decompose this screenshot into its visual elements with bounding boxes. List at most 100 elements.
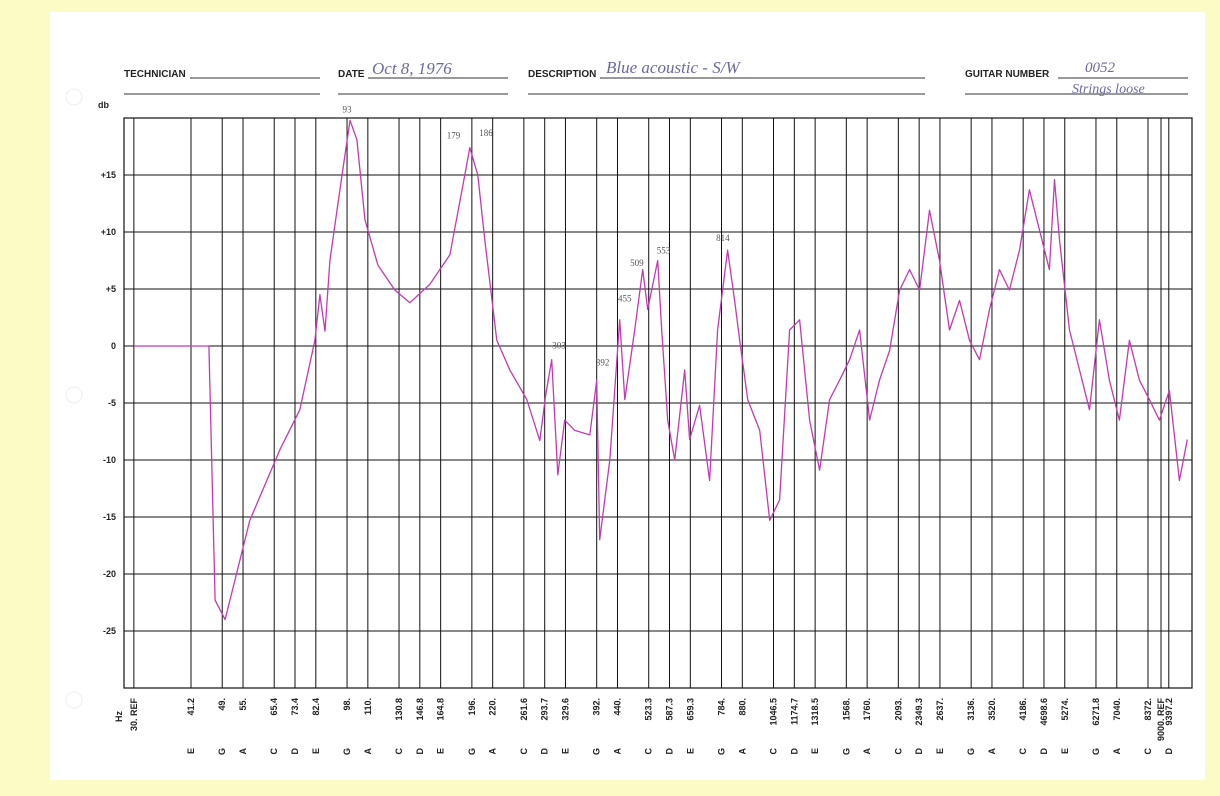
x-tick-label: 1174.7	[789, 698, 799, 725]
x-tick-label: 82.4	[311, 698, 321, 716]
x-note-label: D	[1164, 748, 1174, 755]
x-tick-label: 6271.8	[1091, 698, 1101, 726]
x-note-label: E	[1060, 748, 1070, 754]
paper	[50, 12, 1205, 780]
y-tick-label: 0	[111, 341, 116, 351]
x-note-label: E	[685, 748, 695, 754]
peak-annotation: 303	[552, 340, 566, 350]
peak-annotation: 186	[479, 128, 493, 138]
x-note-label: A	[238, 748, 248, 755]
x-note-label: G	[592, 748, 602, 755]
x-note-label: C	[769, 748, 779, 755]
x-tick-label: 392.	[592, 698, 602, 716]
x-note-label: D	[540, 748, 550, 755]
x-note-label: G	[217, 748, 227, 755]
peak-annotation: 93	[343, 104, 353, 114]
response-curve	[133, 119, 1188, 621]
x-tick-label: 261.6	[519, 698, 529, 721]
x-tick-label: 4698.6	[1039, 698, 1049, 726]
x-note-label: C	[1018, 748, 1028, 755]
punch-hole	[65, 386, 83, 404]
x-tick-label: 1760.	[862, 698, 872, 721]
x-tick-label: 523.3	[644, 698, 654, 721]
description-value: Blue acoustic - S/W	[606, 58, 741, 77]
peak-annotation: 455	[618, 294, 632, 304]
x-note-label: E	[436, 748, 446, 754]
punch-hole	[65, 691, 83, 709]
x-note-label: C	[893, 748, 903, 755]
x-tick-label: 164.8	[436, 698, 446, 721]
x-tick-label: 55.	[238, 698, 248, 711]
x-tick-label: 5274.	[1060, 698, 1070, 721]
x-tick-label: 8372.	[1143, 698, 1153, 721]
peak-annotation: 179	[447, 131, 461, 141]
peak-annotation: 509	[630, 258, 644, 268]
x-note-label: A	[737, 748, 747, 755]
x-note-label: G	[342, 748, 352, 755]
y-tick-label: +10	[101, 227, 116, 237]
y-tick-label: -15	[103, 512, 116, 522]
x-note-label: C	[394, 748, 404, 755]
x-tick-label: 329.6	[560, 698, 570, 721]
x-note-label: C	[644, 748, 654, 755]
x-note-label: E	[935, 748, 945, 754]
y-tick-label: -20	[103, 569, 116, 579]
x-tick-label: 3520.	[987, 698, 997, 721]
x-note-label: G	[966, 748, 976, 755]
x-note-label: D	[290, 748, 300, 755]
peak-annotation: 553	[657, 246, 671, 256]
y-tick-label: +5	[106, 284, 116, 294]
x-tick-label: 30. REF	[129, 698, 139, 732]
x-note-label: C	[269, 748, 279, 755]
x-note-label: D	[789, 748, 799, 755]
x-tick-label: 440.	[612, 698, 622, 716]
x-tick-label: 9000. REF	[1156, 698, 1166, 742]
x-note-label: C	[1143, 748, 1153, 755]
x-tick-label: 146.8	[415, 698, 425, 721]
date-value: Oct 8, 1976	[372, 59, 452, 78]
x-note-label: A	[1112, 748, 1122, 755]
x-note-label: D	[1039, 748, 1049, 755]
x-note-label: A	[862, 748, 872, 755]
x-tick-label: 1568.	[841, 698, 851, 721]
punch-hole	[65, 88, 83, 106]
x-note-label: D	[914, 748, 924, 755]
x-tick-label: 65.4	[269, 698, 279, 716]
x-note-label: E	[311, 748, 321, 754]
x-note-label: E	[560, 748, 570, 754]
x-tick-label: 73.4	[290, 698, 300, 716]
guitar-number-value: 0052	[1085, 60, 1116, 76]
x-tick-label: 41.2	[186, 698, 196, 716]
y-axis-label: db	[98, 100, 109, 110]
x-note-label: C	[519, 748, 529, 755]
x-tick-label: 659.3	[685, 698, 695, 721]
x-tick-label: 587.3	[664, 698, 674, 721]
technician-label: TECHNICIAN	[124, 69, 186, 80]
x-tick-label: 293.7	[540, 698, 550, 721]
x-tick-label: 1318.5	[810, 698, 820, 726]
x-tick-label: 2093.	[893, 698, 903, 721]
y-tick-label: -5	[108, 398, 116, 408]
x-note-label: G	[1091, 748, 1101, 755]
x-note-label: E	[810, 748, 820, 754]
x-note-label: D	[415, 748, 425, 755]
x-tick-label: 98.	[342, 698, 352, 711]
x-tick-label: 49.	[217, 698, 227, 711]
x-tick-label: 2637.	[935, 698, 945, 721]
x-note-label: G	[717, 748, 727, 755]
date-label: DATE	[338, 69, 365, 80]
y-tick-label: -10	[103, 455, 116, 465]
x-tick-label: 4186.	[1018, 698, 1028, 721]
x-tick-label: 196.	[467, 698, 477, 716]
x-note-label: A	[363, 748, 373, 755]
guitar-number-label: GUITAR NUMBER	[965, 69, 1050, 80]
x-tick-label: 9397.2	[1164, 698, 1174, 726]
x-tick-label: 3136.	[966, 698, 976, 721]
description-label: DESCRIPTION	[528, 69, 596, 80]
x-note-label: A	[488, 748, 498, 755]
y-tick-label: +15	[101, 170, 116, 180]
x-tick-label: 784.	[717, 698, 727, 716]
x-note-label: G	[841, 748, 851, 755]
x-axis-label: Hz	[114, 711, 124, 722]
